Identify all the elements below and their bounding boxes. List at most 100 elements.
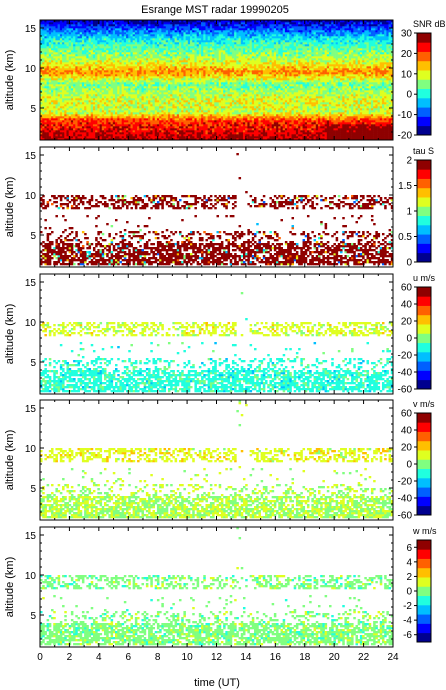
heatmap-cell bbox=[362, 130, 365, 133]
heatmap-cell bbox=[368, 90, 372, 93]
heatmap-cell bbox=[388, 90, 392, 93]
heatmap-cell bbox=[355, 82, 358, 85]
heatmap-cell bbox=[357, 98, 361, 101]
heatmap-cell bbox=[293, 126, 297, 129]
heatmap-cell bbox=[251, 120, 255, 123]
heatmap-cell bbox=[62, 94, 65, 97]
heatmap-cell bbox=[167, 100, 171, 103]
heatmap-cell bbox=[225, 86, 228, 89]
heatmap-cell bbox=[333, 132, 336, 135]
heatmap-cell bbox=[84, 108, 87, 111]
heatmap-cell bbox=[384, 112, 387, 115]
heatmap-cell bbox=[154, 120, 158, 123]
heatmap-cell bbox=[326, 92, 330, 95]
heatmap-cell bbox=[77, 122, 81, 125]
heatmap-cell bbox=[196, 90, 200, 93]
heatmap-cell bbox=[40, 90, 43, 93]
heatmap-cell bbox=[163, 108, 167, 111]
heatmap-cell bbox=[300, 108, 303, 111]
heatmap-cell bbox=[86, 102, 89, 105]
heatmap-cell bbox=[287, 90, 290, 93]
heatmap-cell bbox=[329, 122, 332, 125]
heatmap-cell bbox=[304, 90, 308, 93]
heatmap-cell bbox=[167, 128, 171, 131]
heatmap-cell bbox=[62, 100, 65, 103]
heatmap-cell bbox=[108, 100, 111, 103]
heatmap-cell bbox=[242, 102, 246, 105]
heatmap-cell bbox=[154, 132, 158, 135]
heatmap-cell bbox=[278, 100, 281, 103]
heatmap-cell bbox=[267, 88, 270, 91]
heatmap-cell bbox=[77, 124, 81, 127]
heatmap-cell bbox=[295, 78, 299, 81]
heatmap-cell bbox=[355, 84, 358, 87]
heatmap-cell bbox=[289, 112, 292, 115]
heatmap-cell bbox=[212, 82, 215, 85]
heatmap-cell bbox=[209, 126, 213, 129]
heatmap-cell bbox=[92, 86, 96, 89]
heatmap-cell bbox=[335, 86, 339, 89]
heatmap-cell bbox=[238, 104, 242, 107]
heatmap-cell bbox=[267, 134, 270, 137]
heatmap-cell bbox=[370, 88, 374, 91]
heatmap-cell bbox=[353, 96, 356, 99]
heatmap-cell bbox=[218, 110, 222, 113]
heatmap-cell bbox=[141, 124, 144, 127]
heatmap-cell bbox=[317, 136, 321, 139]
heatmap-cell bbox=[46, 94, 50, 97]
heatmap-cell bbox=[320, 94, 323, 97]
heatmap-cell bbox=[291, 98, 295, 101]
heatmap-cell bbox=[156, 104, 160, 107]
heatmap-cell bbox=[348, 136, 352, 139]
heatmap-cell bbox=[223, 120, 226, 123]
heatmap-cell bbox=[192, 116, 195, 119]
heatmap-cell bbox=[231, 132, 235, 135]
heatmap-cell bbox=[317, 84, 321, 87]
heatmap-cell bbox=[220, 78, 224, 81]
heatmap-cell bbox=[73, 118, 76, 121]
heatmap-cell bbox=[375, 80, 378, 83]
heatmap-cell bbox=[254, 122, 257, 125]
heatmap-cell bbox=[121, 86, 125, 89]
heatmap-cell bbox=[198, 92, 202, 95]
heatmap-cell bbox=[251, 134, 255, 137]
heatmap-cell bbox=[280, 110, 283, 113]
heatmap-cell bbox=[101, 134, 105, 137]
heatmap-cell bbox=[245, 120, 248, 123]
heatmap-cell bbox=[216, 78, 220, 81]
heatmap-cell bbox=[66, 88, 69, 91]
heatmap-cell bbox=[68, 78, 72, 81]
heatmap-cell bbox=[132, 134, 136, 137]
heatmap-cell bbox=[381, 138, 385, 141]
heatmap-cell bbox=[139, 102, 142, 105]
heatmap-cell bbox=[344, 100, 347, 103]
heatmap-cell bbox=[70, 110, 74, 113]
heatmap-cell bbox=[170, 110, 173, 113]
heatmap-cell bbox=[304, 110, 308, 113]
heatmap-cell bbox=[298, 136, 301, 139]
heatmap-cell bbox=[205, 86, 208, 89]
heatmap-cell bbox=[79, 126, 83, 129]
heatmap-cell bbox=[357, 94, 361, 97]
heatmap-cell bbox=[218, 100, 222, 103]
heatmap-cell bbox=[59, 80, 63, 83]
heatmap-cell bbox=[121, 82, 125, 85]
heatmap-cell bbox=[137, 112, 140, 115]
heatmap-cell bbox=[220, 114, 224, 117]
heatmap-cell bbox=[357, 134, 361, 137]
heatmap-cell bbox=[214, 90, 217, 93]
heatmap-cell bbox=[355, 126, 358, 129]
heatmap-cell bbox=[304, 94, 308, 97]
heatmap-cell bbox=[139, 120, 142, 123]
heatmap-cell bbox=[128, 98, 131, 101]
heatmap-cell bbox=[212, 100, 215, 103]
heatmap-cell bbox=[214, 84, 217, 87]
heatmap-cell bbox=[148, 124, 151, 127]
heatmap-cell bbox=[121, 90, 125, 93]
heatmap-cell bbox=[300, 86, 303, 89]
heatmap-cell bbox=[187, 86, 191, 89]
heatmap-cell bbox=[187, 116, 191, 119]
heatmap-cell bbox=[128, 122, 131, 125]
heatmap-cell bbox=[231, 116, 235, 119]
heatmap-cell bbox=[258, 96, 261, 99]
